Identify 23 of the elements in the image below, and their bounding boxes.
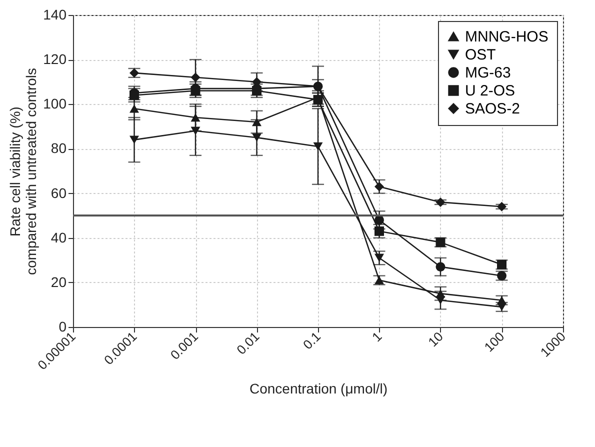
legend-label: MG-63: [465, 64, 511, 82]
point: [130, 90, 139, 100]
legend-label: U 2-OS: [465, 82, 516, 100]
y-tick-label: 20: [50, 274, 67, 290]
legend-label: SAOS-2: [465, 100, 520, 118]
y-tick-label: 80: [50, 140, 67, 156]
x-tick-label: 0.01: [234, 328, 262, 358]
x-tick-label: 10: [425, 328, 446, 350]
point: [252, 86, 262, 96]
y-tick-label: 0: [58, 318, 67, 334]
legend-label: OST: [465, 46, 496, 64]
x-tick-label: 0.1: [300, 328, 324, 352]
y-tick-label: 60: [50, 184, 67, 201]
y-tick-label: 140: [43, 6, 67, 22]
legend-label: MNNG-HOS: [465, 28, 548, 46]
y-axis-title: Rate cell viability (%) compared with untreated controls: [7, 68, 40, 275]
x-tick-label: 100: [481, 328, 508, 355]
y-tick-label: 100: [43, 96, 67, 112]
x-axis-title: Concentration (μmol/l): [249, 380, 388, 397]
y-tick-label: 120: [43, 51, 67, 68]
point: [497, 202, 506, 212]
x-tick-label: 1: [368, 328, 385, 345]
y-tick-label: 40: [50, 229, 67, 246]
